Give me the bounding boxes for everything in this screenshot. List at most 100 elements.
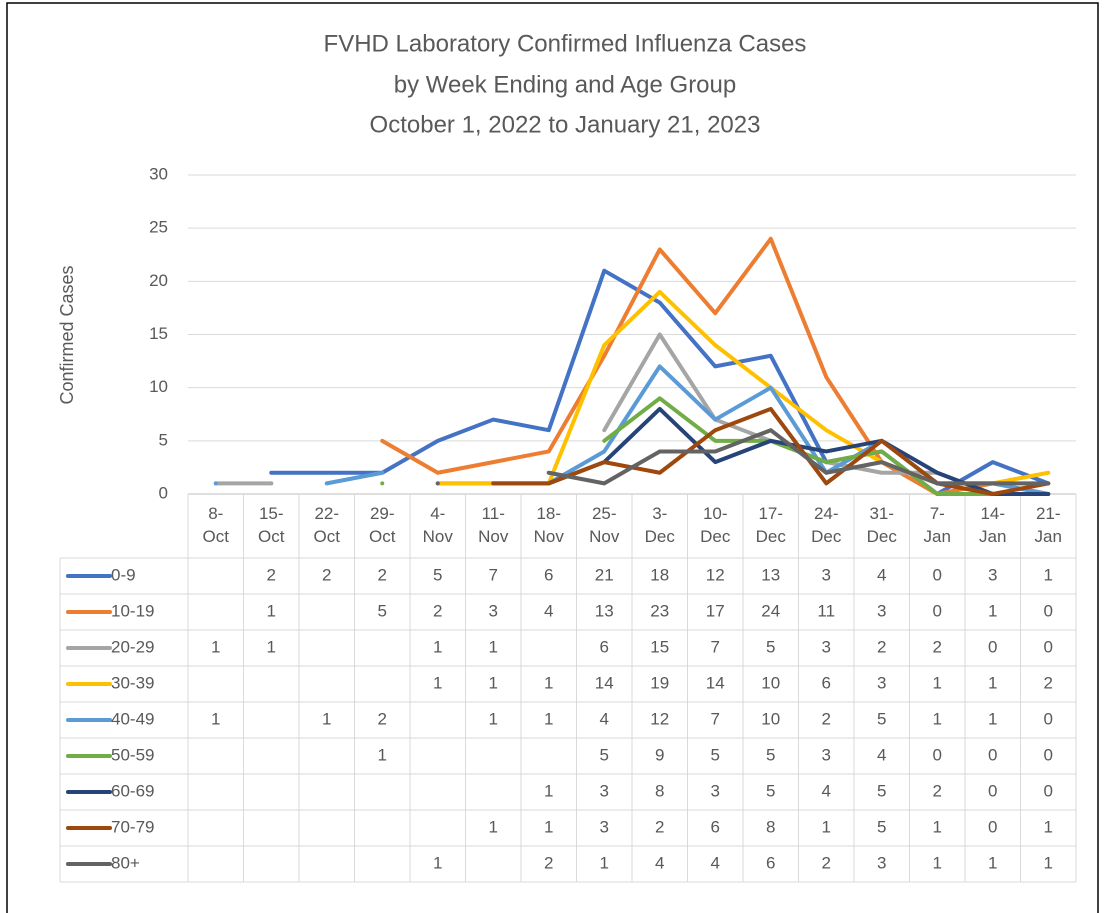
- table-cell: 1: [1044, 565, 1053, 584]
- table-cell: 19: [650, 673, 669, 692]
- table-cell: 1: [988, 601, 997, 620]
- table-cell: 1: [1044, 817, 1053, 836]
- table-cell: 3: [600, 781, 609, 800]
- legend-label: 50-59: [111, 745, 154, 764]
- table-cell: 1: [267, 637, 276, 656]
- table-cell: 5: [711, 745, 720, 764]
- table-cell: 3: [822, 745, 831, 764]
- y-tick-label: 15: [149, 324, 168, 343]
- table-cell: 3: [822, 565, 831, 584]
- table-cell: 1: [933, 853, 942, 872]
- table-cell: 2: [378, 565, 387, 584]
- table-cell: 1: [933, 709, 942, 728]
- x-tick-label: 15-Oct: [258, 504, 285, 546]
- table-cell: 18: [650, 565, 669, 584]
- table-cell: 1: [322, 709, 331, 728]
- table-cell: 5: [600, 745, 609, 764]
- table-cell: 1: [544, 673, 553, 692]
- table-cell: 1: [378, 745, 387, 764]
- table-cell: 0: [933, 601, 942, 620]
- table-cell: 1: [433, 673, 442, 692]
- table-cell: 7: [489, 565, 498, 584]
- table-cell: 0: [1044, 601, 1053, 620]
- table-cell: 2: [655, 817, 664, 836]
- table-cell: 1: [489, 673, 498, 692]
- table-cell: 5: [378, 601, 387, 620]
- legend-label: 40-49: [111, 709, 154, 728]
- table-cell: 1: [544, 709, 553, 728]
- table-cell: 13: [595, 601, 614, 620]
- table-cell: 14: [595, 673, 614, 692]
- table-cell: 1: [988, 853, 997, 872]
- x-tick-label: 31-Dec: [866, 504, 897, 546]
- x-tick-label: 17-Dec: [755, 504, 786, 546]
- table-cell: 3: [489, 601, 498, 620]
- legend-label: 0-9: [111, 565, 136, 584]
- table-cell: 0: [1044, 781, 1053, 800]
- table-cell: 8: [655, 781, 664, 800]
- table-cell: 24: [761, 601, 780, 620]
- table-cell: 1: [211, 637, 220, 656]
- legend-label: 70-79: [111, 817, 154, 836]
- table-cell: 1: [988, 673, 997, 692]
- table-cell: 2: [877, 637, 886, 656]
- table-cell: 3: [877, 853, 886, 872]
- table-cell: 11: [817, 601, 835, 620]
- table-cell: 4: [822, 781, 831, 800]
- table-cell: 3: [711, 781, 720, 800]
- table-cell: 6: [711, 817, 720, 836]
- table-cell: 1: [544, 817, 553, 836]
- table-cell: 2: [822, 709, 831, 728]
- y-tick-label: 10: [149, 377, 168, 396]
- table-cell: 12: [706, 565, 725, 584]
- table-cell: 3: [877, 673, 886, 692]
- table-cell: 1: [1044, 853, 1053, 872]
- table-cell: 1: [822, 817, 831, 836]
- table-cell: 0: [1044, 745, 1053, 764]
- y-tick-label: 0: [159, 483, 168, 502]
- table-cell: 15: [650, 637, 669, 656]
- table-cell: 1: [211, 709, 220, 728]
- table-cell: 1: [544, 781, 553, 800]
- chart-title: FVHD Laboratory Confirmed Influenza Case…: [324, 30, 807, 57]
- series-line: [491, 406, 1051, 496]
- chart-title: October 1, 2022 to January 21, 2023: [370, 111, 761, 138]
- table-cell: 23: [650, 601, 669, 620]
- table-cell: 5: [877, 709, 886, 728]
- table-cell: 0: [1044, 637, 1053, 656]
- table-cell: 0: [988, 781, 997, 800]
- table-cell: 13: [761, 565, 780, 584]
- chart-border: [6, 2, 1099, 913]
- table-cell: 4: [877, 745, 886, 764]
- legend-label: 10-19: [111, 601, 154, 620]
- table-cell: 0: [988, 637, 997, 656]
- table-cell: 1: [933, 817, 942, 836]
- table-cell: 3: [988, 565, 997, 584]
- table-cell: 7: [711, 637, 720, 656]
- table-cell: 14: [706, 673, 725, 692]
- table-cell: 7: [711, 709, 720, 728]
- table-cell: 0: [988, 817, 997, 836]
- table-cell: 10: [761, 673, 780, 692]
- series-line: [324, 470, 385, 486]
- table-cell: 8: [766, 817, 775, 836]
- table-cell: 1: [988, 709, 997, 728]
- x-tick-label: 10-Dec: [700, 504, 731, 546]
- table-cell: 0: [933, 565, 942, 584]
- x-tick-label: 21-Jan: [1034, 504, 1062, 546]
- legend-label: 60-69: [111, 781, 154, 800]
- table-cell: 1: [489, 817, 498, 836]
- table-cell: 1: [933, 673, 942, 692]
- table-cell: 6: [544, 565, 553, 584]
- table-cell: 1: [489, 709, 498, 728]
- table-cell: 3: [877, 601, 886, 620]
- x-tick-label: 14-Jan: [979, 504, 1007, 546]
- x-tick-label: 18-Nov: [533, 504, 564, 546]
- table-cell: 9: [655, 745, 664, 764]
- table-cell: 21: [595, 565, 614, 584]
- table-cell: 2: [267, 565, 276, 584]
- table-cell: 2: [933, 781, 942, 800]
- x-tick-label: 8-Oct: [202, 504, 229, 546]
- series-line: [546, 428, 1051, 486]
